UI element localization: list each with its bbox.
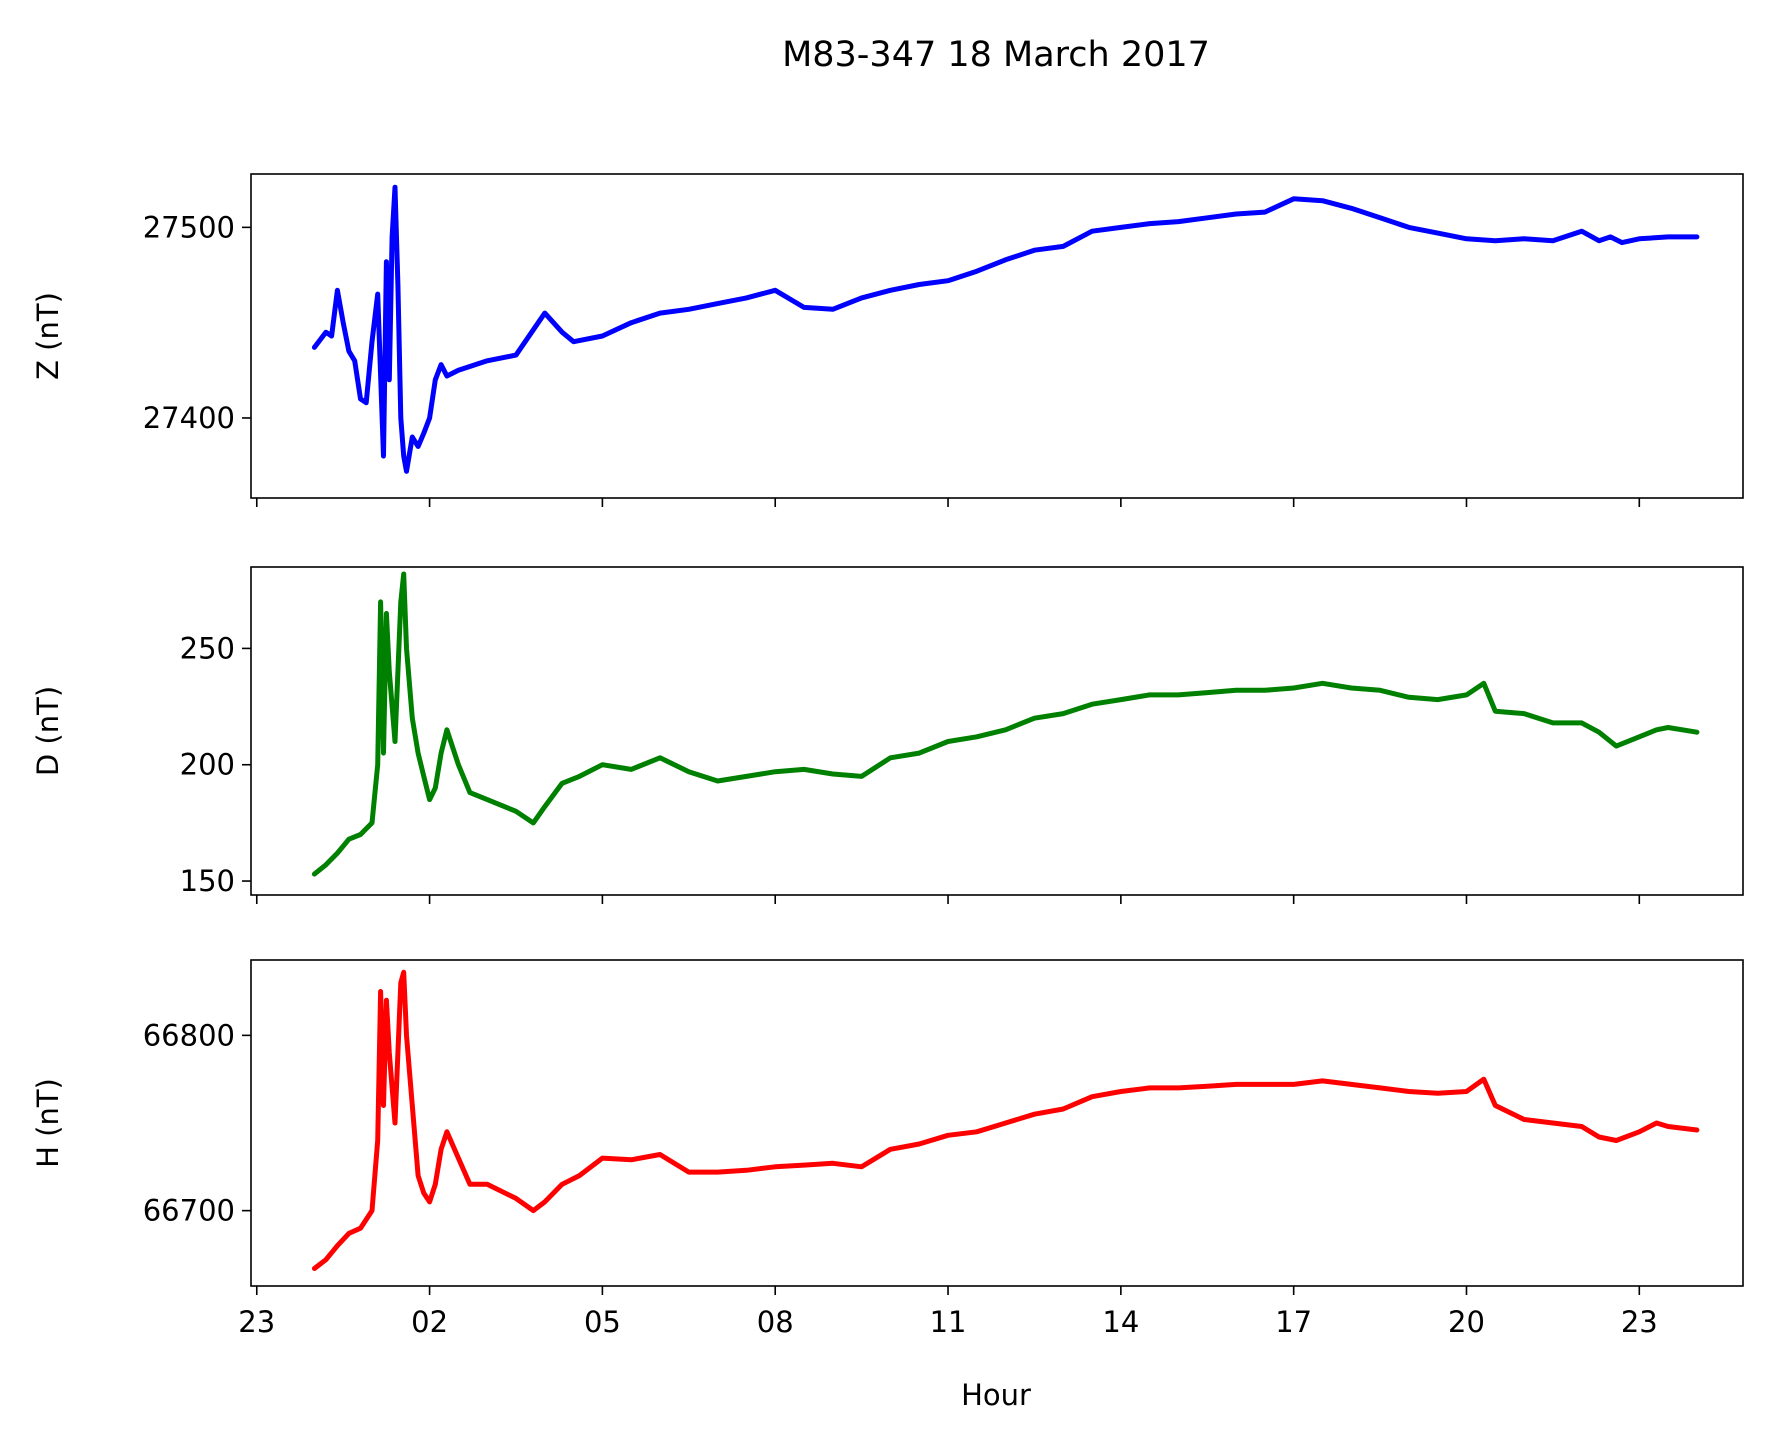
y-axis-label-z: Z (nT) bbox=[31, 292, 65, 380]
panel-h: 23 02 05 08 11 14 17 20 23 66700 66800 H (nT) bbox=[31, 959, 1744, 1339]
series-line-d bbox=[311, 571, 1700, 877]
axes-frame-h bbox=[250, 959, 1744, 1287]
y-axis-label-h: H (nT) bbox=[31, 1078, 65, 1168]
y-tick-label-d: 250 bbox=[180, 631, 235, 665]
y-tick-label-z: 27400 bbox=[143, 401, 235, 435]
x-tick-label: 11 bbox=[930, 1305, 967, 1339]
y-tick-label-d: 200 bbox=[180, 748, 235, 782]
x-tick-label: 17 bbox=[1275, 1305, 1312, 1339]
panel-z: 27400 27500 Z (nT) bbox=[31, 173, 1744, 507]
x-tick-label: 23 bbox=[1621, 1305, 1658, 1339]
x-tick-label: 14 bbox=[1102, 1305, 1139, 1339]
x-tick-label: 20 bbox=[1448, 1305, 1485, 1339]
x-tick-label: 05 bbox=[584, 1305, 621, 1339]
x-axis-label: Hour bbox=[961, 1378, 1031, 1412]
y-tick-label-h: 66700 bbox=[143, 1194, 235, 1228]
axes-frame-z bbox=[250, 173, 1744, 499]
x-tick-label: 02 bbox=[411, 1305, 448, 1339]
axes-frame-d bbox=[250, 566, 1744, 896]
y-tick-label-h: 66800 bbox=[143, 1018, 235, 1052]
series-line-h bbox=[311, 969, 1700, 1271]
panel-d: 150 200 250 D (nT) bbox=[31, 566, 1744, 904]
x-tick-label: 08 bbox=[757, 1305, 794, 1339]
y-tick-label-d: 150 bbox=[180, 864, 235, 898]
series-line-z bbox=[311, 184, 1700, 474]
x-tick-label: 23 bbox=[238, 1305, 275, 1339]
y-tick-label-z: 27500 bbox=[143, 210, 235, 244]
y-axis-label-d: D (nT) bbox=[31, 686, 65, 776]
panels: 27400 27500 Z (nT) 150 200 250 D (nT) 23 02 05 08 1… bbox=[31, 173, 1744, 1339]
figure-title: M83-347 18 March 2017 bbox=[782, 35, 1210, 75]
